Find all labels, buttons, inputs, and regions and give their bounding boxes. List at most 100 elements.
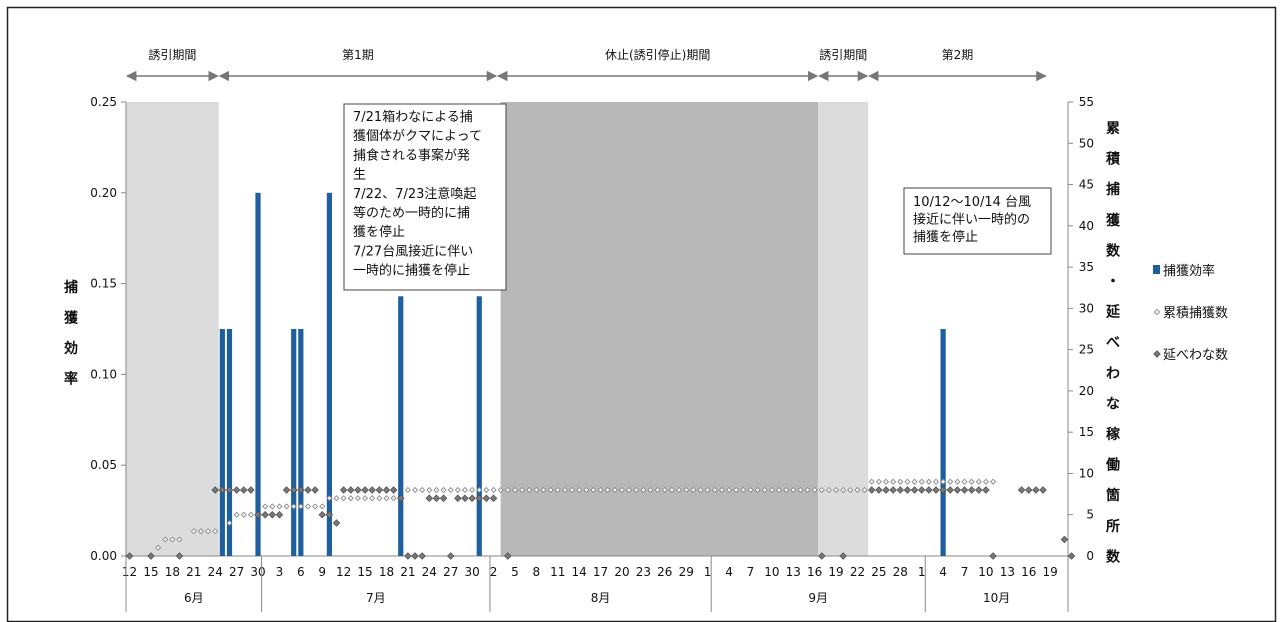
marker-cumulative-captures — [533, 486, 540, 494]
marker-total-traps — [432, 494, 441, 502]
marker-cumulative-captures — [554, 486, 561, 494]
marker-total-traps — [468, 494, 476, 502]
marker-total-traps — [1060, 535, 1069, 544]
x-tick-label: 13 — [1000, 565, 1015, 579]
marker-cumulative-captures — [205, 528, 212, 535]
x-tick-label: 30 — [464, 565, 479, 579]
marker-total-traps — [925, 486, 933, 494]
marker-cumulative-captures — [226, 519, 233, 527]
marker-total-traps — [289, 486, 298, 494]
x-tick-label: 12 — [336, 565, 351, 579]
marker-cumulative-captures — [925, 478, 932, 485]
marker-total-traps — [225, 486, 234, 494]
marker-total-traps — [175, 552, 184, 560]
marker-total-traps — [982, 486, 990, 494]
month-label: 10月 — [983, 591, 1010, 605]
marker-total-traps — [147, 552, 155, 560]
marker-total-traps — [297, 486, 305, 494]
marker-cumulative-captures — [576, 486, 583, 494]
axis-layer: 0.000.050.100.150.200.250510152025303540… — [64, 95, 1121, 612]
marker-total-traps — [1017, 486, 1026, 494]
annotation-line: 7/22、7/23注意喚起 — [353, 186, 476, 202]
marker-total-traps — [240, 486, 248, 494]
marker-cumulative-captures — [833, 486, 840, 494]
marker-cumulative-captures — [932, 478, 940, 485]
marker-cumulative-captures — [390, 495, 397, 502]
x-tick-label: 21 — [400, 565, 415, 579]
bar-capture-efficiency — [298, 329, 304, 556]
marker-cumulative-captures — [968, 478, 975, 485]
x-tick-label: 14 — [572, 565, 587, 579]
marker-cumulative-captures — [640, 486, 647, 494]
x-tick-label: 10 — [978, 565, 993, 579]
marker-total-traps — [489, 494, 498, 502]
bar-capture-efficiency — [291, 329, 297, 556]
marker-total-traps — [868, 486, 876, 494]
marker-cumulative-captures — [854, 486, 861, 494]
marker-cumulative-captures — [768, 486, 775, 494]
x-tick-label: 23 — [636, 565, 651, 579]
marker-total-traps — [875, 486, 883, 494]
period-layer: 誘引期間 第1期 休止(誘引停止)期間 誘引期間 第2期 — [125, 47, 1047, 82]
marker-cumulative-captures — [547, 486, 554, 494]
marker-cumulative-captures — [961, 478, 968, 485]
marker-total-traps — [910, 486, 919, 494]
x-tick-label: 16 — [1021, 565, 1036, 579]
marker-cumulative-captures — [647, 486, 654, 494]
x-tick-label: 10 — [764, 565, 779, 579]
marker-total-traps — [339, 486, 348, 494]
marker-cumulative-captures — [611, 486, 618, 494]
marker-cumulative-captures — [469, 486, 476, 494]
marker-cumulative-captures — [882, 478, 890, 485]
marker-cumulative-captures — [940, 478, 947, 485]
month-label: 7月 — [366, 591, 386, 605]
marker-cumulative-captures — [419, 486, 426, 494]
marker-cumulative-captures — [954, 478, 961, 485]
marker-cumulative-captures — [597, 486, 604, 494]
x-tick-label: 11 — [550, 565, 565, 579]
marker-cumulative-captures — [433, 486, 440, 494]
x-tick-label: 22 — [850, 565, 865, 579]
marker-total-traps — [932, 486, 940, 494]
marker-cumulative-captures — [526, 486, 533, 494]
marker-cumulative-captures — [190, 528, 197, 535]
bar-capture-efficiency — [476, 296, 482, 556]
left-y-tick-label: 0.00 — [90, 549, 117, 563]
marker-total-traps — [247, 486, 255, 494]
marker-cumulative-captures — [233, 511, 240, 518]
marker-cumulative-captures — [754, 486, 761, 494]
shaded-region-lure-period-1 — [126, 102, 219, 556]
x-tick-label: 26 — [657, 565, 672, 579]
right-y-tick-label: 40 — [1079, 219, 1094, 233]
marker-cumulative-captures — [918, 478, 925, 485]
x-tick-label: 5 — [511, 565, 519, 579]
marker-cumulative-captures — [497, 486, 504, 494]
marker-cumulative-captures — [982, 478, 989, 485]
marker-cumulative-captures — [483, 486, 490, 494]
marker-cumulative-captures — [990, 478, 997, 485]
marker-cumulative-captures — [861, 486, 868, 494]
marker-cumulative-captures — [890, 478, 897, 485]
marker-cumulative-captures — [333, 495, 340, 502]
marker-total-traps — [896, 486, 905, 494]
marker-cumulative-captures — [404, 486, 411, 494]
x-tick-label: 7 — [961, 565, 969, 579]
marker-cumulative-captures — [897, 478, 904, 485]
marker-total-traps — [304, 486, 312, 494]
marker-cumulative-captures — [704, 486, 711, 494]
x-tick-label: 17 — [593, 565, 608, 579]
legend-label: 累積捕獲数 — [1163, 305, 1228, 321]
period-label: 誘引期間 — [148, 48, 196, 62]
marker-cumulative-captures — [626, 486, 633, 494]
x-tick-label: 1 — [704, 565, 712, 579]
marker-cumulative-captures — [875, 478, 882, 485]
marker-cumulative-captures — [312, 503, 319, 510]
marker-cumulative-captures — [297, 503, 304, 510]
marker-total-traps — [1025, 486, 1033, 494]
x-tick-label: 16 — [807, 565, 822, 579]
annotation-line: 獲個体がクマによって — [353, 129, 482, 144]
marker-total-traps — [354, 486, 362, 494]
marker-cumulative-captures — [197, 528, 204, 535]
marker-total-traps — [347, 486, 355, 494]
